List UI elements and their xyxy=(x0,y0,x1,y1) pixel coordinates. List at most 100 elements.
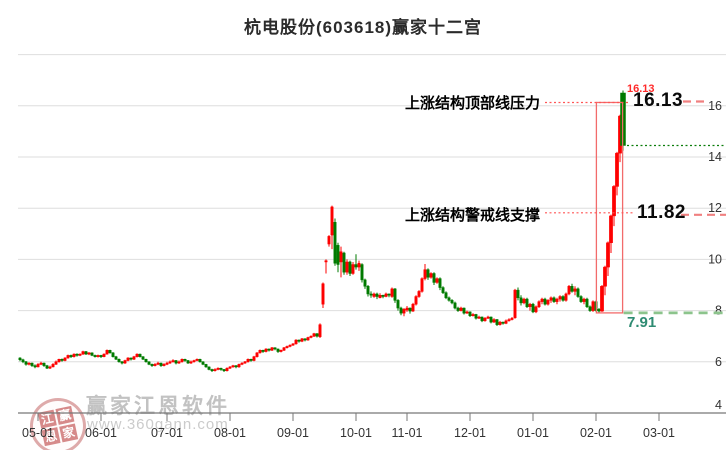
candle-body xyxy=(204,364,208,368)
candle-body xyxy=(294,339,298,345)
candle-body xyxy=(450,300,454,304)
candle-body xyxy=(222,369,226,372)
candle-body xyxy=(72,353,76,357)
candle-body xyxy=(159,362,163,366)
candle-body xyxy=(573,288,577,292)
candle-body xyxy=(426,269,430,278)
candle-body xyxy=(441,287,445,293)
candle-body xyxy=(312,333,316,337)
candle-body xyxy=(423,269,427,279)
candle-body xyxy=(456,307,460,311)
candle-body xyxy=(612,186,616,217)
candle-body xyxy=(318,324,322,337)
candle-body xyxy=(492,319,496,323)
candle-body xyxy=(561,296,565,301)
candle-body xyxy=(303,338,307,341)
candle-body xyxy=(429,273,433,278)
candle-body xyxy=(486,316,490,319)
candle-body xyxy=(282,347,286,351)
candle-body xyxy=(567,286,571,295)
candle-body xyxy=(249,358,253,361)
candle-body xyxy=(489,316,493,323)
candle-body xyxy=(471,314,475,316)
candle-body xyxy=(504,320,508,324)
candle-body xyxy=(366,286,370,295)
candle-body xyxy=(168,361,172,364)
candle-body xyxy=(105,350,109,355)
candle-body xyxy=(414,296,418,305)
candle-body xyxy=(513,289,517,319)
candle-body xyxy=(534,306,538,313)
candle-body xyxy=(267,348,271,351)
pressure-annotation-value: 16.13 xyxy=(633,90,684,111)
candle-body xyxy=(27,362,31,365)
candle-body xyxy=(291,343,295,346)
candle-body xyxy=(213,369,217,372)
candle-body xyxy=(579,296,583,302)
candle-body xyxy=(162,364,166,366)
y-axis-label: 6 xyxy=(715,355,722,369)
candle-body xyxy=(240,362,244,365)
candle-body xyxy=(447,297,451,301)
candle-body xyxy=(273,347,277,350)
candle-body xyxy=(462,307,466,314)
candle-body xyxy=(552,297,556,302)
candle-body xyxy=(87,352,91,355)
candle-body xyxy=(192,360,196,363)
candle-body xyxy=(141,356,145,360)
candle-body xyxy=(411,303,415,312)
candle-body xyxy=(93,355,97,357)
candle-body xyxy=(576,288,580,297)
candle-body xyxy=(495,319,499,325)
x-axis-label: 07-01 xyxy=(151,426,183,440)
candle-body xyxy=(354,264,358,268)
candle-body xyxy=(408,307,412,312)
candle-body xyxy=(177,361,181,364)
x-axis-label: 01-01 xyxy=(517,426,549,440)
y-axis-label: 10 xyxy=(708,252,722,266)
box-low-label: 7.91 xyxy=(627,314,657,331)
candle-body xyxy=(171,360,175,363)
candle-body xyxy=(585,298,589,308)
candle-body xyxy=(465,311,469,314)
candle-body xyxy=(357,262,361,268)
candle-body xyxy=(537,301,541,308)
candle-body xyxy=(81,351,85,355)
candle-body xyxy=(390,288,394,297)
candle-body xyxy=(507,319,511,322)
candle-body xyxy=(609,215,613,244)
candle-body xyxy=(321,283,325,305)
candle-body xyxy=(255,352,259,357)
candle-body xyxy=(54,361,58,365)
candle-body xyxy=(120,361,124,364)
candle-body xyxy=(309,335,313,338)
y-axis-label: 4 xyxy=(715,398,722,412)
candle-body xyxy=(75,353,79,356)
high-price-marker: 16.13 xyxy=(627,83,655,95)
candle-body xyxy=(210,369,214,372)
candle-body xyxy=(21,359,25,363)
candle-body xyxy=(69,355,73,357)
candle-body xyxy=(285,346,289,348)
candle-body xyxy=(351,264,355,274)
candle-body xyxy=(39,362,43,365)
support-annotation-label: 上涨结构警戒线支撑 xyxy=(404,207,540,224)
candle-body xyxy=(363,279,367,287)
candle-body xyxy=(174,360,178,364)
candle-body xyxy=(555,298,559,302)
candle-body xyxy=(453,302,457,309)
candle-body xyxy=(300,338,304,342)
candle-body xyxy=(525,298,529,308)
x-axis-label: 10-01 xyxy=(340,426,372,440)
candle-body xyxy=(114,356,118,360)
candle-body xyxy=(564,293,568,301)
candle-body xyxy=(288,344,292,347)
candle-body xyxy=(66,355,70,359)
candle-body xyxy=(156,362,160,365)
candle-body xyxy=(420,278,424,292)
candle-body xyxy=(510,318,514,320)
candle-body xyxy=(477,316,481,319)
candle-body xyxy=(498,321,502,325)
candle-body xyxy=(540,298,544,302)
